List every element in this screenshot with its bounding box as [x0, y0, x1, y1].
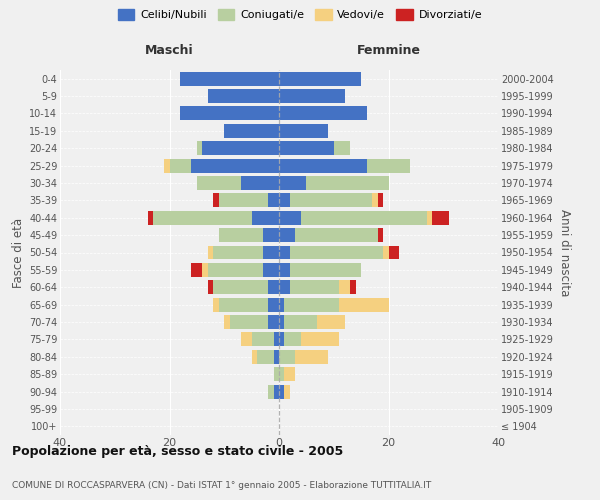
Bar — [148, 211, 153, 224]
Bar — [263, 246, 279, 260]
Bar — [367, 158, 410, 172]
Bar — [268, 280, 279, 294]
Bar — [350, 280, 356, 294]
Bar — [251, 332, 274, 346]
Bar — [279, 72, 361, 86]
Bar — [251, 211, 279, 224]
Bar — [214, 280, 268, 294]
Bar — [279, 367, 284, 381]
Bar — [197, 142, 202, 155]
Bar — [284, 298, 339, 312]
Bar — [274, 332, 279, 346]
Bar — [224, 315, 230, 329]
Bar — [208, 263, 263, 277]
Bar — [263, 228, 279, 242]
Bar — [377, 228, 383, 242]
Bar — [301, 211, 427, 224]
Bar — [208, 89, 279, 103]
Bar — [279, 89, 345, 103]
Bar — [268, 315, 279, 329]
Bar — [290, 263, 361, 277]
Bar — [268, 384, 274, 398]
Bar — [279, 194, 290, 207]
Bar — [295, 350, 328, 364]
Bar — [214, 246, 263, 260]
Bar — [279, 246, 290, 260]
Bar — [279, 158, 367, 172]
Bar — [290, 280, 339, 294]
Bar — [153, 211, 251, 224]
Bar — [169, 158, 191, 172]
Bar — [279, 332, 284, 346]
Bar — [257, 350, 274, 364]
Bar — [307, 176, 389, 190]
Bar — [219, 228, 263, 242]
Bar — [164, 158, 169, 172]
Bar — [383, 246, 389, 260]
Bar — [433, 211, 449, 224]
Bar — [279, 124, 328, 138]
Bar — [389, 246, 400, 260]
Bar — [274, 350, 279, 364]
Bar — [241, 332, 251, 346]
Bar — [197, 176, 241, 190]
Bar — [241, 176, 279, 190]
Bar — [219, 194, 268, 207]
Bar — [290, 246, 383, 260]
Bar — [427, 211, 433, 224]
Bar — [279, 350, 295, 364]
Bar — [279, 176, 307, 190]
Bar — [208, 246, 214, 260]
Text: Femmine: Femmine — [356, 44, 421, 58]
Text: COMUNE DI ROCCASPARVERA (CN) - Dati ISTAT 1° gennaio 2005 - Elaborazione TUTTITA: COMUNE DI ROCCASPARVERA (CN) - Dati ISTA… — [12, 481, 431, 490]
Bar — [279, 280, 290, 294]
Bar — [284, 367, 295, 381]
Legend: Celibi/Nubili, Coniugati/e, Vedovi/e, Divorziati/e: Celibi/Nubili, Coniugati/e, Vedovi/e, Di… — [115, 6, 485, 24]
Bar — [268, 298, 279, 312]
Bar — [202, 263, 208, 277]
Bar — [181, 72, 279, 86]
Bar — [301, 332, 339, 346]
Bar — [202, 142, 279, 155]
Bar — [317, 315, 344, 329]
Bar — [279, 384, 284, 398]
Bar — [214, 194, 219, 207]
Bar — [214, 298, 219, 312]
Text: Popolazione per età, sesso e stato civile - 2005: Popolazione per età, sesso e stato civil… — [12, 444, 343, 458]
Bar — [274, 384, 279, 398]
Bar — [290, 194, 372, 207]
Bar — [284, 315, 317, 329]
Bar — [279, 228, 295, 242]
Bar — [224, 124, 279, 138]
Bar — [295, 228, 377, 242]
Bar — [268, 194, 279, 207]
Bar — [263, 263, 279, 277]
Bar — [339, 298, 389, 312]
Bar — [279, 263, 290, 277]
Bar — [219, 298, 268, 312]
Bar — [279, 106, 367, 120]
Y-axis label: Fasce di età: Fasce di età — [11, 218, 25, 288]
Bar — [191, 158, 279, 172]
Bar — [230, 315, 268, 329]
Bar — [377, 194, 383, 207]
Bar — [191, 263, 202, 277]
Bar — [279, 298, 284, 312]
Bar — [279, 315, 284, 329]
Bar — [279, 211, 301, 224]
Y-axis label: Anni di nascita: Anni di nascita — [558, 209, 571, 296]
Bar — [284, 332, 301, 346]
Bar — [339, 280, 350, 294]
Bar — [251, 350, 257, 364]
Bar — [284, 384, 290, 398]
Text: Maschi: Maschi — [145, 44, 194, 58]
Bar — [274, 367, 279, 381]
Bar — [334, 142, 350, 155]
Bar — [181, 106, 279, 120]
Bar — [279, 142, 334, 155]
Bar — [372, 194, 377, 207]
Bar — [208, 280, 214, 294]
